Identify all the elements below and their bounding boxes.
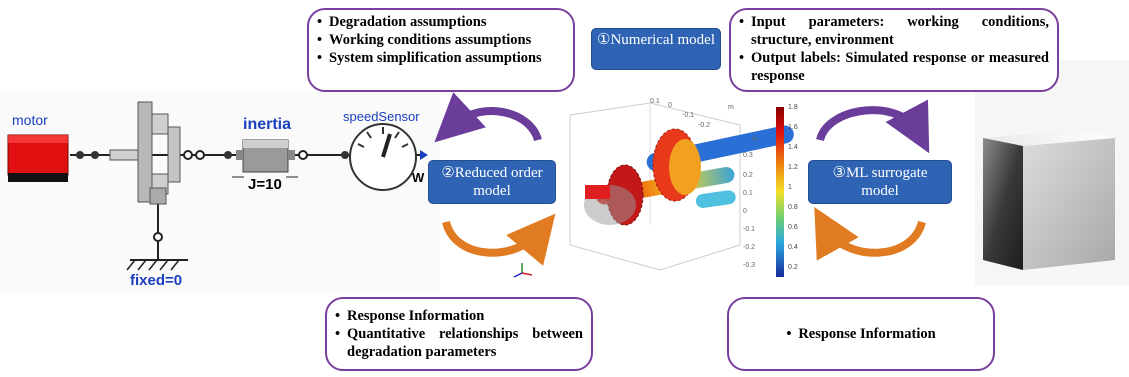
assumption-system-simplification: System simplification assumptions	[317, 49, 565, 67]
svg-text:-0.2: -0.2	[698, 122, 710, 129]
left-cycle-arrow-top	[434, 92, 542, 143]
svg-text:0.3: 0.3	[743, 152, 753, 159]
inertia-param: J=10	[248, 176, 282, 193]
black-box-cube	[975, 60, 1129, 285]
modelica-diagram: motor inertia J=10 speedSensor W fixed=0	[0, 92, 440, 292]
fixed-label: fixed=0	[130, 272, 183, 289]
fem-svg: 0.1 0 -0.1 -0.2 0.3 0.2 0.1 0 -0.1 -0.2 …	[513, 98, 794, 278]
svg-text:-0.3: -0.3	[743, 262, 755, 269]
response-information-left: Response Information	[335, 307, 583, 325]
assumptions-note: Degradation assumptions Working conditio…	[307, 8, 575, 92]
response-note-left: Response Information Quantitative relati…	[325, 297, 593, 371]
left-cycle-arrow-bottom	[442, 213, 556, 266]
ml-surrogate-model-box: ③ML surrogate model	[808, 160, 952, 204]
svg-text:-0.1: -0.1	[743, 226, 755, 233]
modelica-svg	[7, 101, 428, 271]
numerical-model-box: ①Numerical model	[591, 28, 721, 70]
svg-text:0.1: 0.1	[743, 190, 753, 197]
speed-output-label: W	[412, 170, 425, 185]
quantitative-relationships: Quantitative relationships between degra…	[335, 325, 583, 361]
right-cycle-arrow-bottom	[814, 207, 926, 261]
svg-text:-0.2: -0.2	[743, 244, 755, 251]
right-cycle-arrow-top	[816, 99, 930, 154]
colorbar-ticks: 1.8 1.6 1.4 1.2 1 0.8 0.6 0.4 0.2	[788, 104, 798, 271]
colorbar	[776, 107, 784, 277]
response-note-right: Response Information	[727, 297, 995, 371]
svg-text:0: 0	[743, 208, 747, 215]
svg-text:m: m	[728, 104, 734, 111]
ml-surrogate-model-label: ML surrogate model	[845, 165, 928, 199]
svg-text:0.1: 0.1	[650, 98, 660, 105]
numerical-model-label: Numerical model	[610, 32, 715, 48]
svg-text:0.2: 0.2	[743, 172, 753, 179]
response-information-right: Response Information	[786, 325, 935, 343]
numerical-model-number: ①	[597, 32, 611, 48]
io-note: Input parameters: working conditions, st…	[729, 8, 1059, 92]
reduced-order-model-number: ②	[441, 165, 455, 181]
svg-text:m: m	[752, 136, 758, 143]
svg-text:-0.1: -0.1	[682, 112, 694, 119]
cube-svg	[983, 130, 1115, 270]
svg-text:0: 0	[668, 102, 672, 109]
motor-label: motor	[12, 112, 48, 128]
io-output-labels: Output labels: Simulated response or mea…	[739, 49, 1049, 85]
inertia-label: inertia	[243, 116, 292, 133]
fem-axis-ticks: 0.1 0 -0.1 -0.2 0.3 0.2 0.1 0 -0.1 -0.2 …	[650, 98, 758, 269]
speed-sensor-label: speedSensor	[343, 109, 420, 124]
reduced-order-model-label: Reduced order model	[454, 165, 543, 199]
ml-surrogate-model-number: ③	[832, 165, 846, 181]
io-input-parameters: Input parameters: working conditions, st…	[739, 13, 1049, 49]
fem-gear-model: 0.1 0 -0.1 -0.2 0.3 0.2 0.1 0 -0.1 -0.2 …	[500, 95, 800, 295]
assumption-working-conditions: Working conditions assumptions	[317, 31, 565, 49]
assumption-degradation: Degradation assumptions	[317, 13, 565, 31]
reduced-order-model-box: ②Reduced order model	[428, 160, 556, 204]
